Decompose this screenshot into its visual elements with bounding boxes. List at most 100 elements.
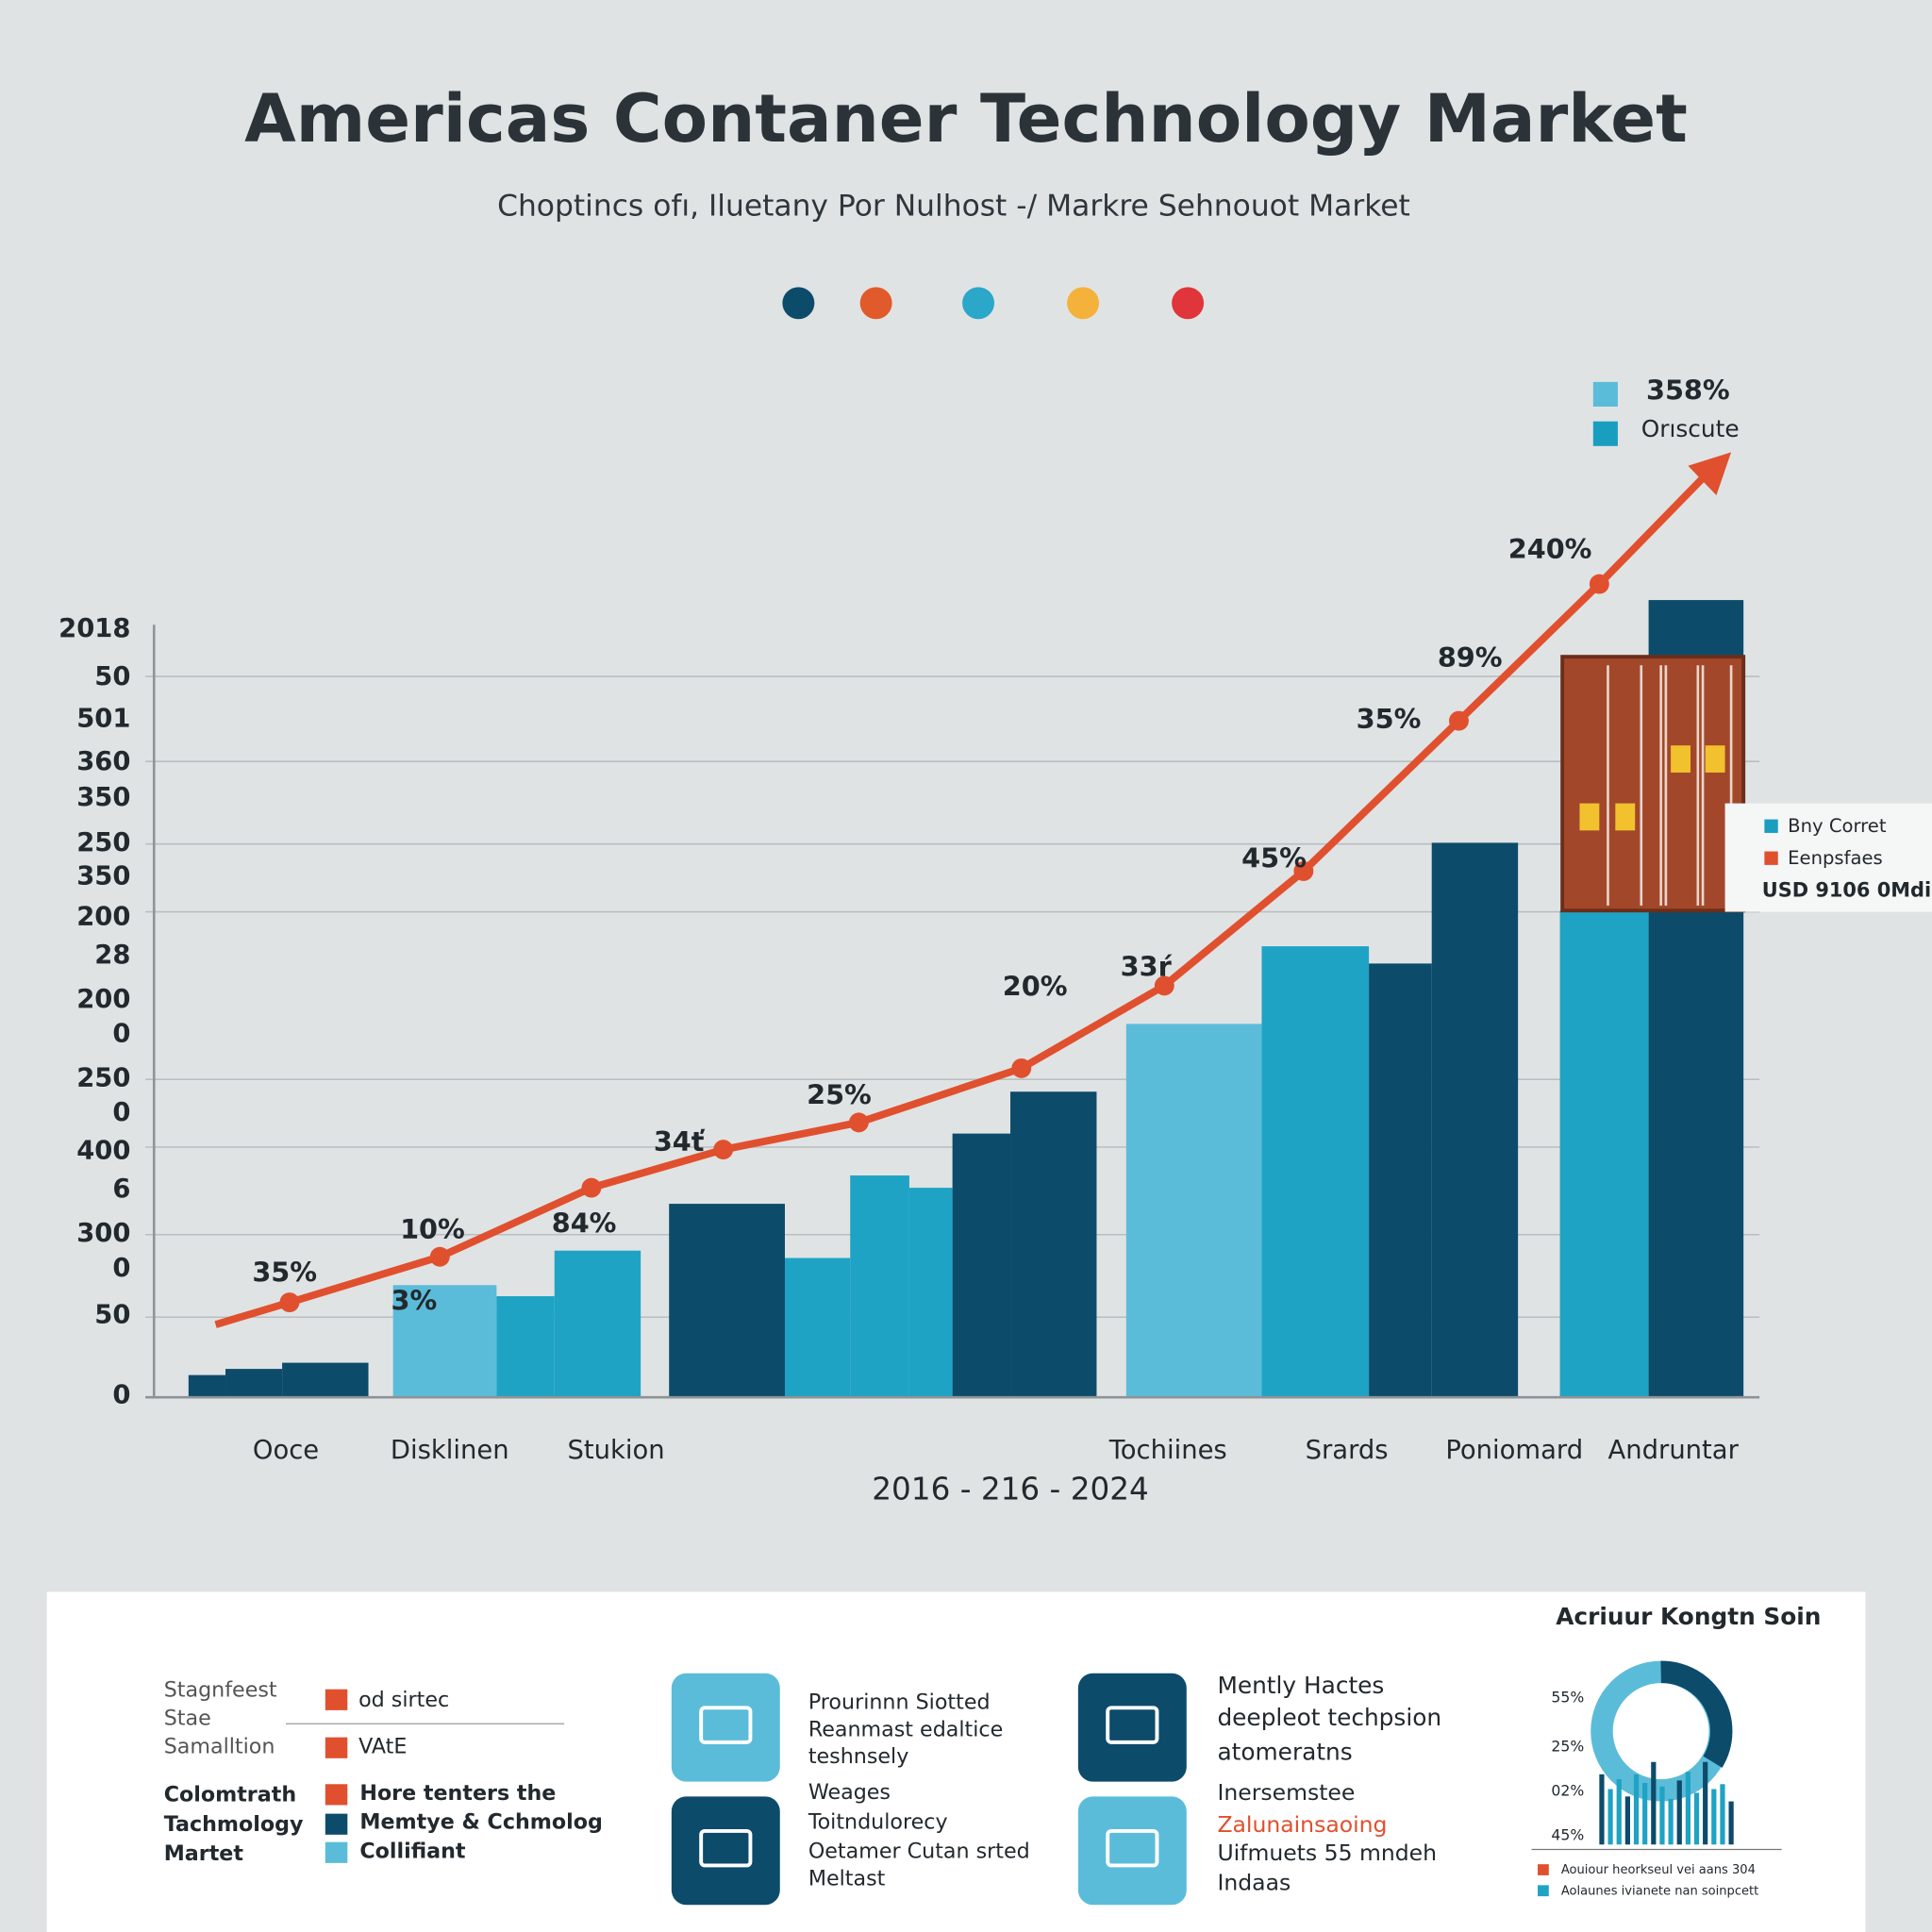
container — [1560, 655, 1746, 913]
y-axis-label: 0 — [112, 1380, 130, 1409]
tooltip-value: USD 9106 0Mdigl — [1762, 878, 1932, 901]
trend-line — [214, 475, 1706, 1328]
x-axis-label: Tochiines — [1108, 1436, 1227, 1465]
mini-bar — [1624, 1796, 1630, 1845]
footer-text: Zalunainsaoing — [1217, 1811, 1387, 1838]
bar — [1010, 1091, 1097, 1398]
container-label — [1671, 745, 1690, 773]
x-axis-label: Disklinen — [391, 1436, 509, 1465]
point-label: 33ŕ — [1121, 951, 1173, 983]
y-axis-label: 360 — [76, 747, 130, 776]
mini-bar — [1607, 1789, 1613, 1845]
footer-text: Collifiant — [359, 1840, 466, 1864]
container-label — [1705, 745, 1725, 773]
footer-text: Aouiour heorkseul vei aans 304 — [1561, 1863, 1756, 1877]
tooltip-swatch — [1764, 851, 1778, 865]
icon-tile — [671, 1796, 780, 1906]
point-label: 240% — [1508, 533, 1592, 565]
bar — [1648, 600, 1744, 658]
legend-swatch — [1592, 381, 1618, 408]
trend-point — [581, 1177, 602, 1198]
container-label — [1615, 803, 1636, 831]
footer-text: Stagnfeest — [164, 1678, 277, 1703]
x-axis-label: Ooce — [253, 1436, 319, 1465]
trend-point — [1011, 1058, 1032, 1078]
bar — [850, 1175, 909, 1398]
bar — [554, 1250, 641, 1398]
x-axis-label: Stukion — [567, 1436, 664, 1465]
footer-text: Prourinnn Siotted — [808, 1690, 991, 1715]
y-axis-label: 6 — [112, 1174, 130, 1204]
dot — [859, 287, 892, 320]
y-axis-label: 0 — [112, 1254, 130, 1283]
footer-text: Meltast — [808, 1866, 886, 1890]
footer-text: 45% — [1551, 1826, 1584, 1844]
footer-swatch — [325, 1841, 348, 1863]
point-label: 35% — [1357, 703, 1422, 735]
y-axis-label: 400 — [76, 1137, 130, 1166]
icon-tile — [1077, 1673, 1187, 1782]
x-axis-label: Andruntar — [1608, 1436, 1740, 1465]
subtitle: Choptincs ofı, Iluetany Por Nulhost -/ M… — [497, 189, 1410, 223]
dot — [1067, 287, 1100, 320]
x-axis-label: Srards — [1306, 1436, 1389, 1465]
y-axis-label: 350 — [76, 861, 130, 891]
footer-text: Indaas — [1217, 1870, 1291, 1896]
tooltip-item: Eenpsfaes — [1788, 847, 1883, 869]
title: Americas Contaner Technology Market — [244, 80, 1688, 158]
bar — [1431, 842, 1519, 1398]
trend-point — [1293, 860, 1314, 881]
mini-bar — [1728, 1801, 1734, 1845]
y-axis-label: 501 — [76, 704, 130, 733]
footer-text: 55% — [1551, 1688, 1584, 1706]
bar — [908, 1188, 953, 1398]
footer-swatch — [325, 1689, 348, 1710]
y-axis-label: 0 — [112, 1098, 130, 1127]
trend-point — [713, 1140, 734, 1160]
footer-swatch — [325, 1784, 348, 1806]
footer-text: Martet — [164, 1841, 244, 1866]
point-label: 25% — [807, 1078, 872, 1110]
y-axis-label: 250 — [76, 828, 130, 858]
footer-text: teshnsely — [808, 1744, 909, 1769]
y-axis-label: 300 — [76, 1219, 130, 1248]
mini-bar — [1693, 1792, 1700, 1845]
footer-title: Acriuur Kongtn Soin — [1556, 1603, 1821, 1630]
mini-bar — [1642, 1782, 1648, 1845]
dot — [962, 287, 995, 320]
bar — [188, 1374, 226, 1398]
legend-swatch — [1592, 421, 1618, 446]
mini-bar — [1685, 1772, 1690, 1845]
tooltip-swatch — [1764, 819, 1778, 833]
footer-text: Aolaunes ivianete nan soinpcett — [1561, 1884, 1758, 1898]
mini-bar — [1651, 1761, 1657, 1845]
point-label: 89% — [1438, 641, 1503, 674]
x-axis-label: Poniomard — [1445, 1436, 1583, 1465]
bar — [496, 1296, 555, 1398]
mini-bar — [1659, 1786, 1665, 1845]
footer-text: Toitndulorecy — [808, 1809, 948, 1834]
y-axis-label: 200 — [76, 985, 130, 1014]
footer-text: atomeratns — [1217, 1739, 1352, 1766]
point-label: 34ť — [654, 1125, 706, 1158]
y-axis-label: 250 — [76, 1064, 130, 1093]
footer-text: Reanmast edaltice — [808, 1717, 1003, 1741]
footer-text: Tachmology — [164, 1812, 304, 1837]
bar — [392, 1285, 497, 1398]
footer-text: Oetamer Cutan srted — [808, 1840, 1030, 1864]
icon-tile — [1077, 1796, 1187, 1906]
trend-point — [429, 1246, 450, 1267]
bar — [1559, 910, 1649, 1398]
bar — [1648, 910, 1744, 1398]
footer-text: VAtE — [358, 1735, 407, 1759]
point-label: 84% — [552, 1207, 617, 1239]
footer-panel — [46, 1591, 1866, 1932]
y-axis-label: 0 — [112, 1020, 130, 1049]
footer-text: Uifmuets 55 mndeh — [1217, 1840, 1437, 1866]
bar — [1369, 963, 1432, 1398]
footer-text: Colomtrath — [164, 1783, 296, 1807]
trend-point — [279, 1292, 300, 1313]
y-axis-label: 2018 — [58, 614, 130, 643]
tooltip — [1724, 803, 1932, 912]
